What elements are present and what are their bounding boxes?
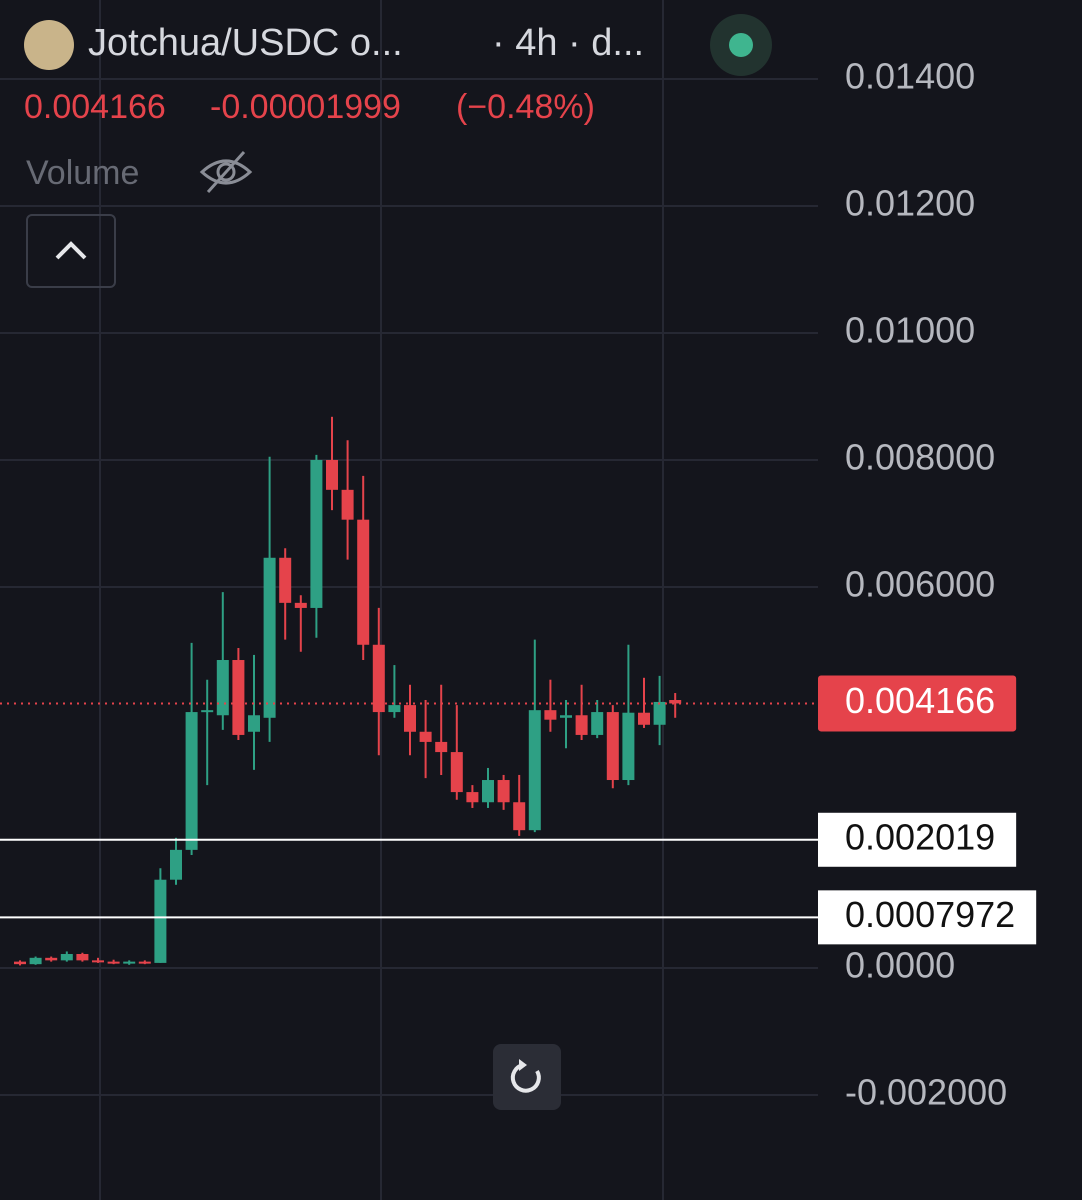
- candle-body: [216, 660, 229, 716]
- candle-body: [372, 644, 385, 713]
- hide-icon[interactable]: [198, 148, 254, 196]
- candle-body: [310, 459, 323, 608]
- y-tick-label: 0.008000: [845, 437, 995, 478]
- candle-body: [528, 710, 541, 831]
- pair-name[interactable]: Jotchua/USDC o...: [88, 22, 403, 64]
- candle-body: [513, 802, 526, 831]
- change: -0.00001999: [210, 88, 401, 126]
- candle-body: [669, 700, 682, 704]
- candle-body: [154, 879, 167, 963]
- volume-label: Volume: [26, 154, 140, 192]
- candle-body: [248, 715, 260, 732]
- y-tick-label: 0.01200: [845, 183, 975, 224]
- candle-body: [170, 849, 182, 880]
- candle-body: [60, 954, 73, 961]
- price-tag-label: 0.002019: [845, 816, 995, 857]
- status-dot: [729, 33, 753, 57]
- y-tick-label: 0.01400: [845, 56, 975, 97]
- interval[interactable]: · 4h · d...: [492, 22, 645, 64]
- y-tick-label: -0.002000: [845, 1071, 1007, 1112]
- y-tick-label: 0.01000: [845, 310, 975, 351]
- candle-body: [404, 705, 416, 732]
- candle-body: [76, 954, 89, 961]
- candle-body: [435, 741, 448, 753]
- candle-body: [497, 780, 510, 803]
- candle-body: [279, 557, 292, 603]
- candle-body: [326, 459, 338, 490]
- candle-body: [638, 712, 650, 725]
- candle-body: [482, 780, 494, 803]
- slash: [206, 150, 246, 194]
- chevron: [55, 241, 87, 260]
- candle-body: [232, 660, 245, 735]
- candle-body: [341, 489, 354, 520]
- candle-body: [14, 961, 26, 965]
- reset-icon: [510, 1059, 541, 1093]
- candle-body: [107, 961, 120, 964]
- status: [710, 14, 772, 76]
- candle-body: [560, 715, 572, 718]
- candle-body: [544, 710, 557, 720]
- price-tag-label: 0.0007972: [845, 894, 1015, 935]
- candle-body: [466, 792, 479, 803]
- chevron-path: [55, 241, 87, 260]
- y-tick-label: 0.006000: [845, 563, 995, 604]
- reset-button[interactable]: [493, 1044, 561, 1110]
- reset-arc: [510, 1063, 541, 1093]
- pair-avatar: [24, 20, 74, 70]
- candle-body: [123, 961, 136, 964]
- candle-body: [450, 752, 463, 793]
- candle-body: [357, 519, 370, 645]
- candle-body: [92, 960, 104, 963]
- y-tick-label: 0.0000: [845, 944, 955, 985]
- candle-body: [591, 712, 604, 735]
- last-price-tag: [818, 675, 1017, 732]
- candle-body: [606, 712, 619, 781]
- candle-body: [185, 712, 198, 850]
- candle-body: [419, 731, 432, 742]
- price-tag: [818, 890, 1037, 945]
- candle-body: [45, 957, 58, 961]
- last-price: 0.004166: [24, 88, 166, 126]
- price-tag: [818, 812, 1017, 867]
- reset-arrow: [519, 1059, 527, 1071]
- candle-body: [263, 557, 276, 718]
- last-price-tag-label: 0.004166: [845, 680, 995, 721]
- candle-body: [294, 602, 307, 608]
- candle-body: [201, 710, 214, 713]
- candle-body: [575, 715, 588, 735]
- candle-body: [29, 957, 42, 965]
- candle-body: [653, 701, 666, 725]
- change-percent: (−0.48%): [456, 88, 595, 126]
- candle-body: [138, 961, 151, 964]
- candle-body: [388, 705, 401, 713]
- pupil: [216, 162, 236, 182]
- candle-body: [622, 712, 635, 781]
- collapse-button[interactable]: [26, 214, 116, 288]
